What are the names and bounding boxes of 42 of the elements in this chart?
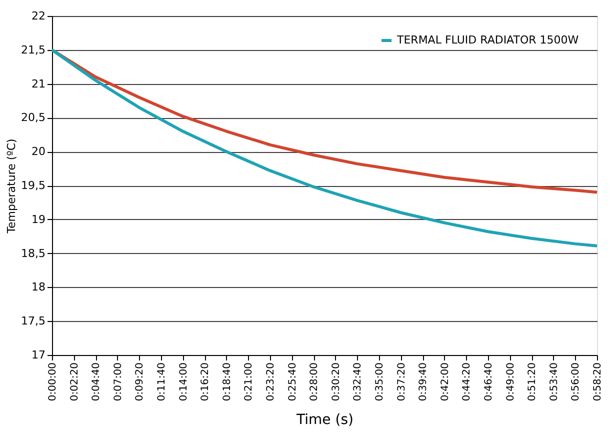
- x-tick-label: 0:14:00: [178, 362, 190, 402]
- x-tick-label: 0:44:20: [462, 362, 473, 402]
- x-tick-label: 0:21:00: [244, 362, 255, 402]
- x-tick-label: 0:02:20: [69, 362, 80, 402]
- x-tick-label: 0:09:20: [134, 362, 146, 402]
- legend-label: TERMAL FLUID RADIATOR 1500W: [396, 34, 579, 46]
- x-tick-label: 0:53:40: [548, 362, 560, 402]
- x-tick-label: 0:42:00: [440, 362, 451, 402]
- y-tick-label: 19: [32, 212, 46, 226]
- y-tick-label: 17: [32, 348, 46, 362]
- x-tick-label: 0:56:00: [570, 362, 582, 402]
- y-tick-label: 22: [32, 10, 46, 22]
- y-tick-label: 20: [32, 145, 46, 158]
- x-tick-label: 0:16:20: [200, 362, 212, 402]
- y-tick-label: 18: [32, 280, 46, 294]
- x-tick-label: 0:30:20: [330, 362, 342, 402]
- y-tick-label: 21,5: [21, 43, 46, 56]
- x-axis-title: Time (s): [296, 412, 354, 428]
- x-tick-label: 0:07:00: [112, 362, 124, 402]
- x-tick-label: 0:18:40: [222, 362, 233, 402]
- y-tick-label: 18,5: [21, 246, 46, 260]
- x-tick-label: 0:04:40: [91, 362, 102, 402]
- x-tick-label: 0:32:40: [352, 362, 364, 402]
- x-tick-label: 0:39:40: [418, 362, 430, 402]
- x-tick-label: 0:51:20: [527, 362, 538, 402]
- y-tick-label: 19,5: [21, 179, 46, 192]
- x-tick-label: 0:23:20: [266, 362, 276, 402]
- y-tick-label: 20,5: [21, 111, 46, 124]
- x-tick-label: 0:46:40: [484, 362, 494, 402]
- x-tick-label: 0:37:20: [396, 362, 408, 402]
- y-axis-title: Temperature (ºC): [5, 138, 18, 234]
- line-series: [50, 48, 598, 248]
- x-tick-label: 0:49:00: [505, 362, 516, 402]
- x-tick-label: 0:25:40: [287, 362, 298, 402]
- line-series: [50, 48, 598, 194]
- x-tick-label: 0:28:00: [309, 362, 320, 402]
- y-tick-label: 17,5: [21, 314, 46, 328]
- y-tick-label: 21: [32, 77, 46, 90]
- x-tick-label: 0:00:00: [48, 362, 58, 402]
- x-tick-label: 0:58:20: [592, 362, 604, 402]
- x-tick-label: 0:35:00: [374, 362, 386, 402]
- x-tick-label: 0:11:40: [156, 362, 168, 402]
